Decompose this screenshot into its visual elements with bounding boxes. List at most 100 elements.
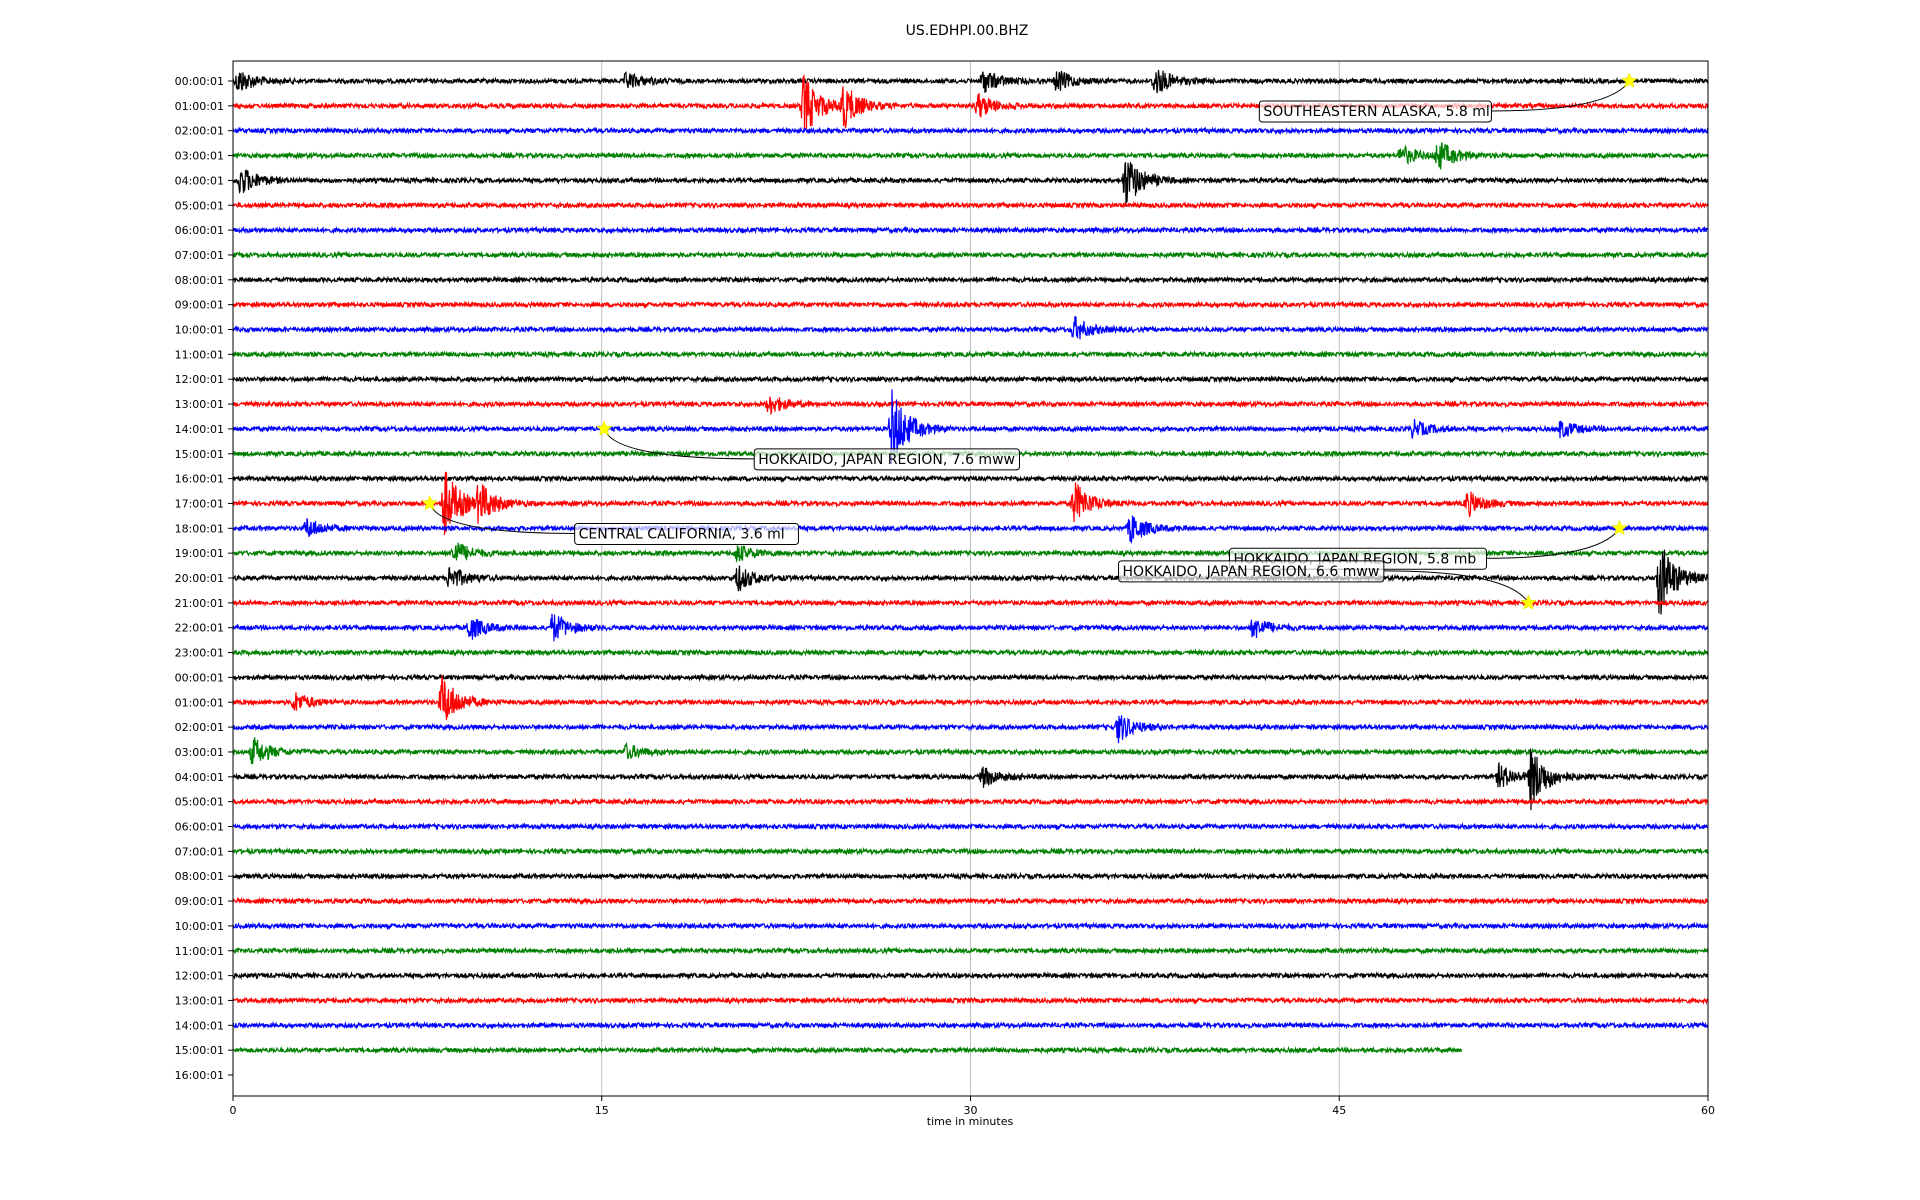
x-tick-label: 0: [230, 1104, 237, 1117]
y-tick-label: 11:00:01: [175, 945, 224, 958]
trace-line: [232, 396, 1709, 416]
trace-line: [232, 996, 1709, 1005]
event-star-marker: [595, 420, 613, 436]
trace-line: [232, 672, 1709, 682]
y-tick-label: 20:00:01: [175, 572, 224, 585]
trace-line: [232, 549, 1709, 615]
trace-line: [232, 374, 1709, 384]
event-star-marker: [1611, 519, 1628, 536]
event-connector: [1486, 528, 1620, 559]
event-label: CENTRAL CALIFORNIA, 3.6 ml: [579, 526, 785, 542]
trace-line: [232, 896, 1709, 906]
trace-line: [232, 921, 1709, 931]
y-tick-labels: 00:00:01 01:00:01 02:00:01 03:00:01 04:00:01…: [175, 75, 233, 1082]
x-tick-label: 30: [964, 1104, 978, 1117]
y-tick-label: 12:00:01: [175, 970, 224, 983]
y-tick-label: 06:00:01: [175, 224, 224, 237]
y-tick-label: 06:00:01: [175, 821, 224, 834]
y-tick-label: 15:00:01: [175, 448, 224, 461]
trace-line: [232, 471, 1709, 536]
y-tick-label: 16:00:01: [175, 473, 224, 486]
trace-line: [232, 822, 1709, 832]
y-tick-label: 17:00:01: [175, 497, 224, 510]
y-tick-label: 05:00:01: [175, 199, 224, 212]
y-tick-label: 22:00:01: [175, 622, 224, 635]
trace-line: [232, 598, 1709, 608]
x-axis-label: time in minutes: [927, 1115, 1014, 1128]
trace-line: [232, 69, 1709, 94]
event-label-box: [1258, 100, 1492, 123]
x-tick-labels: 0 15 30 45 60: [230, 1096, 1715, 1117]
event-star-marker: [1520, 594, 1537, 610]
y-tick-label: 04:00:01: [175, 771, 224, 784]
y-tick-label: 13:00:01: [175, 398, 224, 411]
x-tick-label: 60: [1701, 1104, 1715, 1117]
y-tick-label: 19:00:01: [175, 547, 224, 560]
trace-line: [232, 971, 1709, 981]
y-tick-label: 14:00:01: [175, 1019, 224, 1032]
y-tick-label: 00:00:01: [175, 75, 224, 88]
y-tick-label: 10:00:01: [175, 324, 224, 337]
y-tick-label: 03:00:01: [175, 746, 224, 759]
x-tick-label: 15: [595, 1104, 609, 1117]
event-label-box: [753, 448, 1021, 471]
event-annotations: SOUTHEASTERN ALASKA, 5.8 ml HOKKAIDO, JAP…: [421, 72, 1638, 610]
trace-line: [232, 871, 1709, 881]
event-label-box: [1118, 560, 1385, 583]
y-tick-label: 01:00:01: [175, 100, 224, 113]
y-tick-label: 03:00:01: [175, 150, 224, 163]
y-tick-label: 23:00:01: [175, 647, 224, 660]
y-tick-label: 11:00:01: [175, 348, 224, 361]
y-tick-label: 04:00:01: [175, 174, 224, 187]
trace-line: [232, 675, 1709, 721]
y-tick-label: 18:00:01: [175, 522, 224, 535]
event-label: SOUTHEASTERN ALASKA, 5.8 ml: [1263, 104, 1489, 120]
y-tick-label: 07:00:01: [175, 249, 224, 262]
trace-line: [232, 846, 1709, 856]
trace-line: [232, 200, 1709, 210]
x-tick-label: 45: [1332, 1104, 1346, 1117]
trace-line: [232, 715, 1709, 744]
trace-line: [232, 142, 1709, 170]
y-tick-label: 02:00:01: [175, 721, 224, 734]
y-tick-label: 12:00:01: [175, 373, 224, 386]
y-tick-label: 07:00:01: [175, 845, 224, 858]
event-connector: [1383, 570, 1529, 604]
y-tick-label: 09:00:01: [175, 895, 224, 908]
y-tick-label: 21:00:01: [175, 597, 224, 610]
trace-line: [232, 315, 1709, 340]
trace-line: [232, 275, 1709, 285]
event-star-marker: [421, 494, 438, 511]
y-tick-label: 00:00:01: [175, 671, 224, 684]
y-tick-label: 09:00:01: [175, 299, 224, 312]
trace-line: [232, 946, 1709, 956]
trace-line: [232, 648, 1709, 658]
plot-frame: [232, 60, 1709, 1097]
y-tick-label: 16:00:01: [175, 1069, 224, 1082]
trace-line: [232, 126, 1709, 136]
trace-line: [232, 474, 1709, 484]
trace-line: [232, 737, 1709, 765]
event-label-box: [574, 522, 799, 545]
y-tick-label: 08:00:01: [175, 870, 224, 883]
event-connector: [429, 503, 575, 534]
trace-line: [232, 225, 1709, 235]
trace-line: [232, 162, 1709, 207]
y-tick-label: 01:00:01: [175, 696, 224, 709]
event-label: HOKKAIDO, JAPAN REGION, 6.6 mww: [1123, 564, 1380, 580]
chart-title: US.EDHPI.00.BHZ: [906, 23, 1029, 39]
y-tick-label: 15:00:01: [175, 1044, 224, 1057]
y-tick-label: 13:00:01: [175, 994, 224, 1007]
trace-line: [232, 797, 1709, 807]
trace-line: [232, 250, 1709, 260]
trace-line: [232, 389, 1709, 465]
event-star-marker: [1621, 72, 1638, 89]
y-tick-label: 05:00:01: [175, 796, 224, 809]
y-tick-label: 08:00:01: [175, 274, 224, 287]
trace-line: [232, 1045, 1463, 1055]
y-tick-label: 14:00:01: [175, 423, 224, 436]
event-label: HOKKAIDO, JAPAN REGION, 7.6 mww: [758, 452, 1015, 468]
trace-line: [232, 613, 1709, 642]
trace-line: [232, 300, 1709, 310]
